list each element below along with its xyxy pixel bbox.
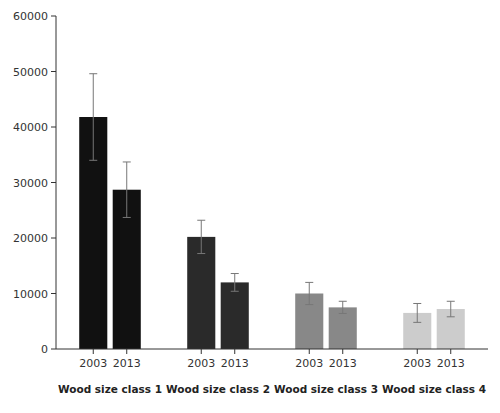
error-cap: [339, 313, 347, 314]
error-bar: [447, 301, 455, 317]
x-tick: [309, 349, 310, 354]
error-cap: [305, 304, 313, 305]
error-cap: [231, 291, 239, 292]
y-tick: [51, 16, 56, 17]
error-cap: [123, 161, 131, 162]
error-bar: [89, 74, 97, 161]
y-tick-label: 0: [41, 343, 48, 356]
error-cap: [413, 322, 421, 323]
chart: 0100002000030000400005000060000200320032…: [0, 0, 500, 413]
x-tick: [234, 349, 235, 354]
y-tick-label: 10000: [13, 288, 48, 301]
y-axis-line: [56, 16, 57, 349]
error-cap: [231, 273, 239, 274]
bar: [221, 282, 249, 349]
chart-container: 0100002000030000400005000060000200320032…: [0, 0, 500, 413]
y-tick: [51, 349, 56, 350]
x-tick-label: 2003: [187, 357, 215, 370]
group-label: Wood size class 1: [58, 383, 162, 395]
y-tick-label: 50000: [13, 66, 48, 79]
error-cap: [89, 73, 97, 74]
y-tick-label: 20000: [13, 232, 48, 245]
error-stem: [201, 220, 202, 253]
group-label: Wood size class 4: [382, 383, 486, 395]
x-tick: [342, 349, 343, 354]
y-tick: [51, 127, 56, 128]
error-stem: [309, 282, 310, 304]
y-tick: [51, 238, 56, 239]
error-bar: [231, 274, 239, 292]
error-bar: [339, 301, 347, 313]
error-bar: [305, 282, 313, 304]
error-bar: [413, 303, 421, 322]
y-tick: [51, 182, 56, 183]
y-tick-label: 60000: [13, 10, 48, 23]
error-cap: [123, 217, 131, 218]
group-label: Wood size class 2: [166, 383, 270, 395]
error-bar: [197, 220, 205, 253]
error-bar: [123, 162, 131, 218]
error-cap: [305, 282, 313, 283]
x-axis-line: [56, 349, 488, 350]
error-cap: [413, 303, 421, 304]
x-axis: 2003 2003 2003 2003 2013 2013 2013 2013 Wood siz…: [56, 349, 488, 395]
y-tick-label: 40000: [13, 121, 48, 134]
bar: [187, 237, 215, 349]
error-cap: [339, 301, 347, 302]
error-cap: [447, 301, 455, 302]
x-tick: [201, 349, 202, 354]
x-tick-label: 2013: [329, 357, 357, 370]
error-stem: [450, 301, 451, 317]
x-tick-label: 2003: [79, 357, 107, 370]
x-tick-label: 2003: [295, 357, 323, 370]
x-tick: [450, 349, 451, 354]
error-stem: [342, 301, 343, 313]
y-axis: 0 10000 20000 30000 40000 50000 60000: [13, 10, 56, 356]
error-cap: [197, 220, 205, 221]
x-tick-label: 2003: [403, 357, 431, 370]
bar: [329, 307, 357, 349]
error-stem: [417, 303, 418, 322]
y-tick-label: 30000: [13, 177, 48, 190]
x-tick-label: 2013: [221, 357, 249, 370]
x-tick: [417, 349, 418, 354]
y-tick: [51, 293, 56, 294]
x-tick: [126, 349, 127, 354]
group-label: Wood size class 3: [274, 383, 378, 395]
x-tick-label: 2013: [113, 357, 141, 370]
error-stem: [234, 274, 235, 292]
error-cap: [197, 253, 205, 254]
error-stem: [126, 162, 127, 218]
error-stem: [93, 74, 94, 161]
x-tick-label: 2013: [437, 357, 465, 370]
x-tick: [93, 349, 94, 354]
error-cap: [89, 160, 97, 161]
error-cap: [447, 316, 455, 317]
y-tick: [51, 71, 56, 72]
plot-area: [79, 74, 465, 349]
